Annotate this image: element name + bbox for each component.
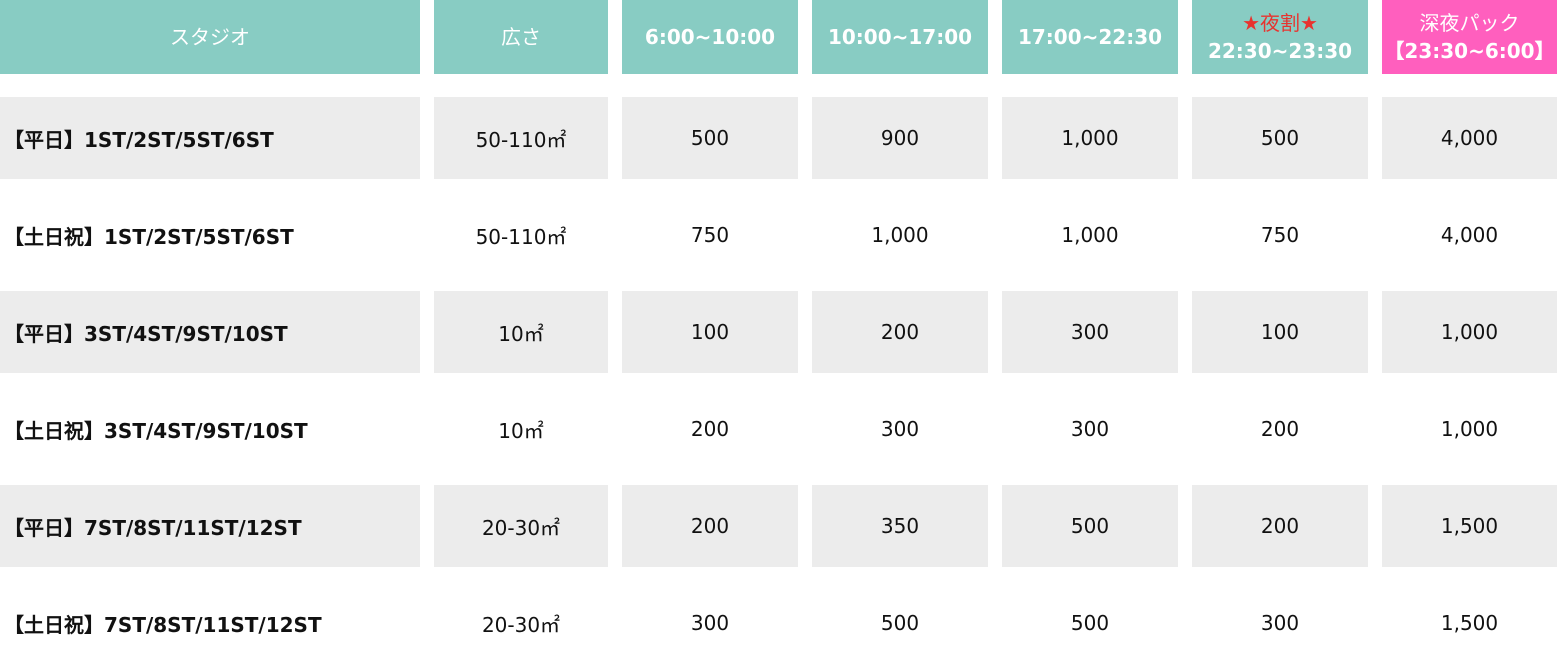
night-discount-time: 22:30~23:30	[1207, 39, 1353, 63]
header-slot-evening: 17:00~22:30	[1002, 0, 1178, 74]
header-slot-day: 10:00~17:00	[812, 0, 988, 74]
header-area: 広さ	[434, 0, 608, 74]
price-morning: 750	[690, 223, 730, 247]
price-evening: 500	[1070, 611, 1110, 635]
studio-cell: 【土日祝】3ST/4ST/9ST/10ST	[4, 418, 308, 443]
price-late-night-pack: 1,500	[1382, 485, 1557, 567]
price-day: 900	[812, 97, 988, 179]
price-day: 200	[812, 291, 988, 373]
price-night-discount: 500	[1192, 97, 1368, 179]
area-cell: 10㎡	[434, 291, 608, 373]
price-morning: 200	[690, 417, 730, 441]
price-day: 350	[812, 485, 988, 567]
late-night-pack-time: 【23:30~6:00】	[1384, 39, 1555, 63]
studio-cell: 【土日祝】7ST/8ST/11ST/12ST	[4, 612, 322, 637]
price-evening: 500	[1002, 485, 1178, 567]
area-cell: 10㎡	[498, 418, 544, 443]
header-slot-morning: 6:00~10:00	[622, 0, 798, 74]
price-morning: 200	[622, 485, 798, 567]
price-evening: 300	[1070, 417, 1110, 441]
price-night-discount: 300	[1260, 611, 1300, 635]
area-cell: 20-30㎡	[434, 485, 608, 567]
studio-cell: 【平日】7ST/8ST/11ST/12ST	[0, 485, 420, 567]
price-night-discount: 100	[1192, 291, 1368, 373]
night-discount-badge: ★夜割★	[1242, 11, 1318, 35]
studio-cell: 【土日祝】1ST/2ST/5ST/6ST	[4, 224, 294, 249]
price-night-discount: 200	[1192, 485, 1368, 567]
price-evening: 1,000	[1002, 97, 1178, 179]
studio-cell: 【平日】3ST/4ST/9ST/10ST	[0, 291, 420, 373]
price-night-discount: 750	[1260, 223, 1300, 247]
price-late-night-pack: 1,000	[1440, 417, 1499, 441]
price-morning: 500	[622, 97, 798, 179]
late-night-pack-title: 深夜パック	[1419, 11, 1520, 35]
price-morning: 300	[690, 611, 730, 635]
header-studio: スタジオ	[0, 0, 420, 74]
price-late-night-pack: 4,000	[1382, 97, 1557, 179]
price-day: 500	[880, 611, 920, 635]
header-late-night-pack: 深夜パック 【23:30~6:00】	[1382, 0, 1557, 74]
price-day: 1,000	[871, 223, 929, 247]
area-cell: 20-30㎡	[481, 612, 561, 637]
area-cell: 50-110㎡	[475, 224, 567, 249]
price-evening: 1,000	[1061, 223, 1119, 247]
area-cell: 50-110㎡	[434, 97, 608, 179]
studio-cell: 【平日】1ST/2ST/5ST/6ST	[0, 97, 420, 179]
price-late-night-pack: 1,500	[1440, 611, 1499, 635]
header-slot-night-discount: ★夜割★ 22:30~23:30	[1192, 0, 1368, 74]
price-night-discount: 200	[1260, 417, 1300, 441]
price-late-night-pack: 1,000	[1382, 291, 1557, 373]
price-late-night-pack: 4,000	[1440, 223, 1499, 247]
price-morning: 100	[622, 291, 798, 373]
price-evening: 300	[1002, 291, 1178, 373]
price-day: 300	[880, 417, 920, 441]
